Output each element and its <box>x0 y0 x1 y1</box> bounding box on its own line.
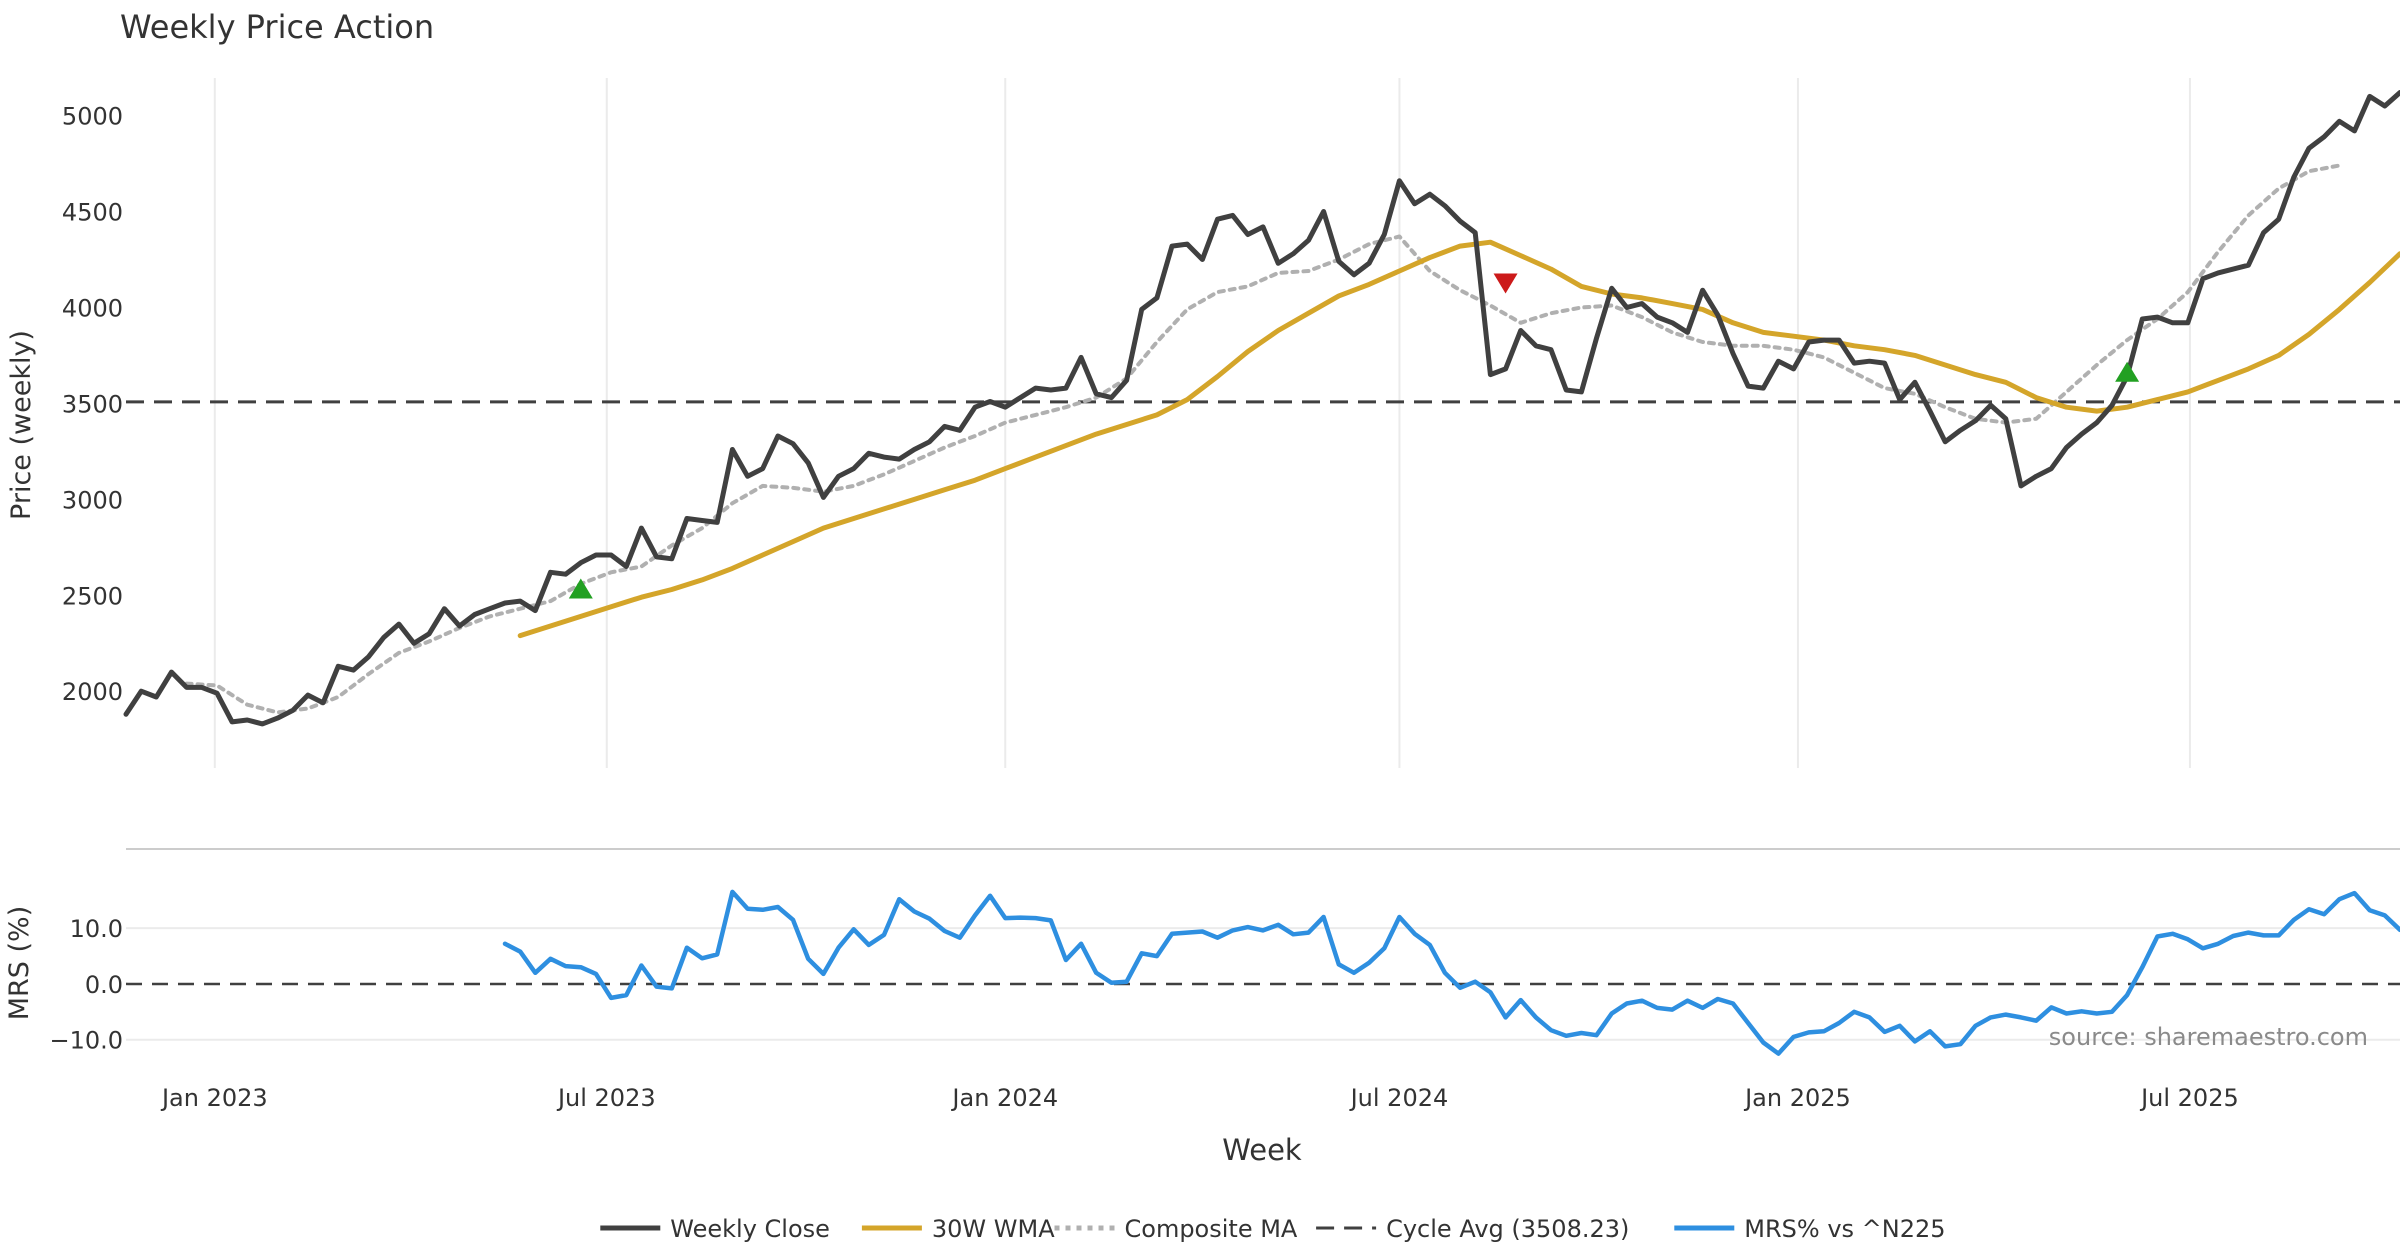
mrs-y-ticks: −10.0 0.0 10.0 <box>49 915 123 1055</box>
x-ticks: Jan 2023 Jul 2023 Jan 2024 Jul 2024 Jan 2025… <box>160 1084 2239 1112</box>
legend-label: Weekly Close <box>670 1215 830 1243</box>
legend-label: 30W WMA <box>932 1215 1055 1243</box>
composite-ma-line <box>184 163 2342 715</box>
x-axis-label: Week <box>1222 1133 1302 1167</box>
price-y-tick-label: 5000 <box>62 103 123 131</box>
price-y-tick-label: 3000 <box>62 486 123 514</box>
weekly-close-line <box>123 90 2400 727</box>
mrs-line <box>502 889 2400 1056</box>
buy-signal-marker <box>568 578 593 599</box>
x-tick-label: Jan 2025 <box>1743 1084 1851 1112</box>
mrs-y-tick-label: 0.0 <box>85 971 123 999</box>
x-tick-label: Jul 2024 <box>1349 1084 1449 1112</box>
x-tick-label: Jul 2023 <box>556 1084 656 1112</box>
price-y-tick-label: 2000 <box>62 678 123 706</box>
price-gridlines <box>213 78 2191 768</box>
sell-signal-marker <box>1493 273 1518 294</box>
buy-signal-marker <box>2115 361 2140 382</box>
wma-30w-line <box>517 239 2400 639</box>
signal-markers <box>568 273 2140 599</box>
legend-label: Cycle Avg (3508.23) <box>1386 1215 1629 1243</box>
mrs-y-tick-label: −10.0 <box>49 1027 123 1055</box>
mrs-y-tick-label: 10.0 <box>70 915 123 943</box>
legend-label: MRS% vs ^N225 <box>1744 1215 1945 1243</box>
price-y-ticks: 2000 2500 3000 3500 4000 4500 5000 <box>62 103 123 707</box>
x-tick-label: Jan 2024 <box>950 1084 1058 1112</box>
price-y-axis-label: Price (weekly) <box>6 330 37 520</box>
price-y-tick-label: 4500 <box>62 199 123 227</box>
x-tick-label: Jul 2025 <box>2139 1084 2239 1112</box>
mrs-y-axis-label: MRS (%) <box>4 906 35 1021</box>
price-y-tick-label: 2500 <box>62 582 123 610</box>
chart-legend: Weekly Close 30W WMA Composite MA Cycle Avg… <box>600 1215 1946 1243</box>
mrs-series-group <box>126 889 2400 1056</box>
source-note: source: sharemaestro.com <box>2049 1023 2368 1051</box>
x-tick-label: Jan 2023 <box>160 1084 268 1112</box>
price-series-group <box>123 90 2400 727</box>
chart-title: Weekly Price Action <box>120 8 434 46</box>
price-y-tick-label: 3500 <box>62 390 123 418</box>
price-y-tick-label: 4000 <box>62 294 123 322</box>
legend-label: Composite MA <box>1125 1215 1298 1243</box>
